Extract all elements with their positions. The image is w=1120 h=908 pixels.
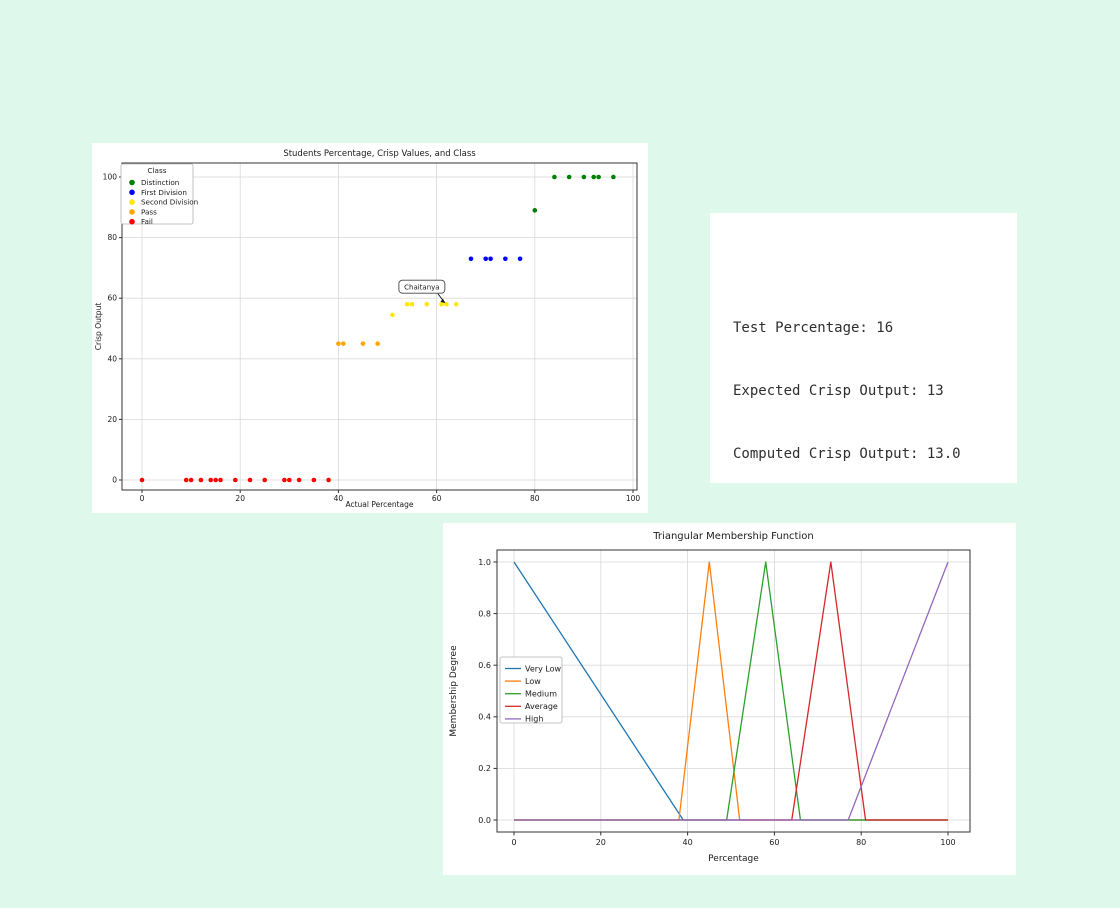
- svg-text:Low: Low: [525, 677, 541, 686]
- svg-text:0.8: 0.8: [478, 609, 491, 618]
- svg-text:60: 60: [107, 294, 117, 303]
- svg-text:0.6: 0.6: [478, 661, 491, 670]
- scatter-chart-svg: 0 20 40 60 80 100 0 20 40 60 80 100 Students Percent…: [92, 143, 648, 513]
- svg-text:100: 100: [626, 494, 641, 503]
- console-block: Test Percentage: 16 Expected Crisp Outpu…: [733, 276, 1017, 507]
- svg-text:Fail: Fail: [141, 217, 153, 226]
- svg-text:Average: Average: [525, 702, 558, 711]
- svg-text:0.4: 0.4: [478, 713, 491, 722]
- svg-text:60: 60: [432, 494, 442, 503]
- svg-text:0: 0: [112, 476, 117, 485]
- console-output-panel: Test Percentage: 16 Expected Crisp Outpu…: [710, 213, 1017, 756]
- svg-text:20: 20: [107, 415, 117, 424]
- svg-text:20: 20: [596, 838, 606, 847]
- svg-text:Students Percentage, Crisp Val: Students Percentage, Crisp Values, and C…: [283, 149, 476, 159]
- svg-text:1.0: 1.0: [478, 558, 491, 567]
- svg-text:20: 20: [235, 494, 245, 503]
- svg-text:60: 60: [769, 838, 779, 847]
- svg-text:0.0: 0.0: [478, 816, 491, 825]
- svg-text:80: 80: [107, 233, 117, 242]
- svg-text:Crisp Output: Crisp Output: [94, 303, 103, 351]
- scatter-figure: 0 20 40 60 80 100 0 20 40 60 80 100 Students Percent…: [92, 143, 648, 513]
- svg-text:First Division: First Division: [141, 188, 187, 197]
- svg-text:40: 40: [683, 838, 693, 847]
- membership-figure: 0 20 40 60 80 100 0.0 0.2 0.4 0.6 0.8 1.0 Triangular…: [443, 523, 1016, 875]
- svg-text:Medium: Medium: [525, 690, 557, 699]
- console-line: Computed Crisp Output: 13.0: [733, 446, 961, 462]
- svg-text:Triangular Membership Function: Triangular Membership Function: [652, 531, 813, 542]
- svg-text:80: 80: [856, 838, 866, 847]
- svg-text:0.2: 0.2: [478, 764, 491, 773]
- svg-text:Percentage: Percentage: [708, 854, 759, 864]
- svg-text:Pass: Pass: [141, 207, 157, 216]
- svg-text:40: 40: [334, 494, 344, 503]
- console-line: Test Percentage: 16: [733, 320, 894, 336]
- svg-text:40: 40: [107, 354, 117, 363]
- svg-text:0: 0: [140, 494, 145, 503]
- svg-text:100: 100: [940, 838, 955, 847]
- console-line: Expected Crisp Output: 13: [733, 383, 944, 399]
- svg-text:80: 80: [530, 494, 540, 503]
- membership-chart-svg: 0 20 40 60 80 100 0.0 0.2 0.4 0.6 0.8 1.0 Triangular…: [443, 523, 1016, 875]
- svg-text:Second Division: Second Division: [141, 198, 198, 207]
- svg-text:Membership Degree: Membership Degree: [449, 645, 459, 737]
- svg-text:Actual Percentage: Actual Percentage: [345, 500, 413, 509]
- svg-text:0: 0: [511, 838, 516, 847]
- svg-text:Chaitanya: Chaitanya: [404, 283, 439, 291]
- svg-text:Class: Class: [148, 166, 167, 175]
- svg-text:100: 100: [103, 173, 118, 182]
- svg-text:Distinction: Distinction: [141, 178, 179, 187]
- svg-text:High: High: [525, 715, 543, 724]
- svg-text:Very Low: Very Low: [525, 664, 562, 673]
